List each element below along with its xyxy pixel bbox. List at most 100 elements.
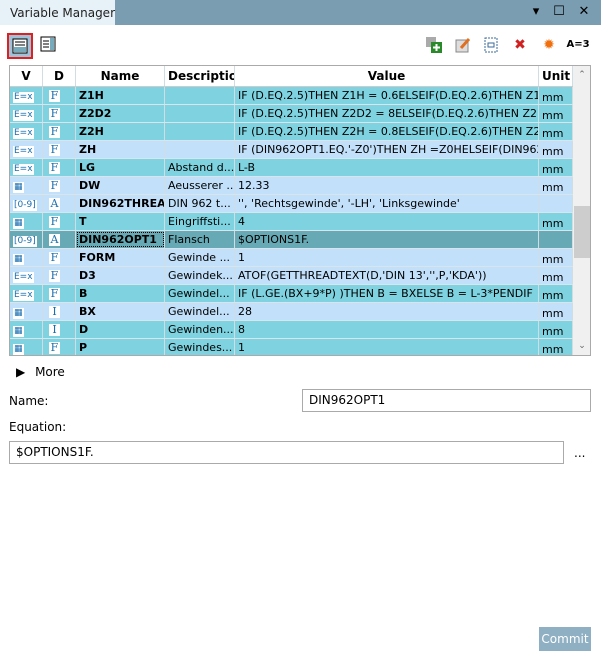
unit-cell[interactable] [539,231,573,248]
value-cell[interactable]: IF (D.EQ.2.5)THEN Z2H = 0.8ELSEIF(D.EQ.2… [235,123,539,140]
detail-view-button[interactable] [39,36,57,54]
name-cell[interactable]: LG [76,159,165,176]
name-cell[interactable]: DW [76,177,165,194]
name-cell[interactable]: T [76,213,165,230]
header-v[interactable]: V [10,66,43,86]
value-cell[interactable]: 8 [235,321,539,338]
window-tab[interactable]: Variable Manager [0,0,115,25]
name-cell[interactable]: B [76,285,165,302]
add-variable-button[interactable] [425,36,443,54]
unit-cell[interactable]: mm [539,303,573,320]
vertical-scrollbar[interactable]: ⌃ ⌄ [573,66,590,355]
table-row[interactable]: E=x F Z2H IF (D.EQ.2.5)THEN Z2H = 0.8ELSEIF… [10,123,573,141]
description-cell[interactable]: Aeusserer ... [165,177,235,194]
name-cell[interactable]: Z2H [76,123,165,140]
value-cell[interactable]: ATOF(GETTHREADTEXT(D,'DIN 13','',P,'KDA'… [235,267,539,284]
close-icon[interactable]: ✕ [578,4,590,19]
unit-cell[interactable]: mm [539,123,573,140]
header-d[interactable]: D [43,66,76,86]
equation-input[interactable]: $OPTIONS1F. [9,441,564,464]
description-cell[interactable]: DIN 962 t... [165,195,235,212]
maximize-icon[interactable]: ☐ [553,4,565,19]
reorder-button[interactable] [482,36,500,54]
scroll-up-icon[interactable]: ⌃ [578,70,586,80]
settings-button[interactable]: ✹ [540,36,558,54]
table-row[interactable]: ▦ F FORM Gewinde ... 1 mm [10,249,573,267]
browse-button[interactable]: ... [574,446,586,460]
header-unit[interactable]: Unit [539,66,573,86]
table-row[interactable]: E=x F D3 Gewindek... ATOF(GETTHREADTEXT(D,'D… [10,267,573,285]
name-cell[interactable]: BX [76,303,165,320]
description-cell[interactable]: Gewindek... [165,267,235,284]
table-row[interactable]: E=x F B Gewindel... IF (L.GE.(BX+9*P) )THEN … [10,285,573,303]
table-row[interactable]: E=x F Z2D2 IF (D.EQ.2.5)THEN Z2D2 = 8ELSEIF… [10,105,573,123]
table-row[interactable]: E=x F LG Abstand d... L-B mm [10,159,573,177]
header-value[interactable]: Value [235,66,539,86]
name-cell[interactable]: D [76,321,165,338]
unit-cell[interactable]: mm [539,87,573,104]
unit-cell[interactable]: mm [539,177,573,194]
description-cell[interactable]: Gewindel... [165,285,235,302]
table-row[interactable]: ▦ I D Gewinden... 8 mm [10,321,573,339]
name-cell[interactable]: P [76,339,165,355]
description-cell[interactable]: Gewindes... [165,339,235,355]
header-description[interactable]: Description [165,66,235,86]
commit-button[interactable]: Commit [539,627,591,651]
value-cell[interactable]: '', 'Rechtsgewinde', '-LH', 'Linksgewind… [235,195,539,212]
unit-cell[interactable]: mm [539,339,573,355]
edit-button[interactable] [454,36,472,54]
header-name[interactable]: Name [76,66,165,86]
more-toggle[interactable]: ▶ More [16,365,65,379]
table-row[interactable]: ▦ I BX Gewindel... 28 mm [10,303,573,321]
value-cell[interactable]: 12.33 [235,177,539,194]
unit-cell[interactable]: mm [539,141,573,158]
scroll-down-icon[interactable]: ⌄ [578,341,586,351]
description-cell[interactable]: Gewindel... [165,303,235,320]
value-cell[interactable]: 1 [235,339,539,355]
value-cell[interactable]: IF (D.EQ.2.5)THEN Z2D2 = 8ELSEIF(D.EQ.2.… [235,105,539,122]
unit-cell[interactable] [539,195,573,212]
unit-cell[interactable]: mm [539,267,573,284]
description-cell[interactable] [165,105,235,122]
table-row[interactable]: ▦ F DW Aeusserer ... 12.33 mm [10,177,573,195]
name-cell[interactable]: ZH [76,141,165,158]
table-row[interactable]: E=x F ZH IF (DIN962OPT1.EQ.'-Z0')THEN ZH =Z… [10,141,573,159]
description-cell[interactable]: Gewinden... [165,321,235,338]
description-cell[interactable]: Flansch [165,231,235,248]
name-cell[interactable]: Z1H [76,87,165,104]
description-cell[interactable]: Abstand d... [165,159,235,176]
table-row[interactable]: [0-9] A DIN962THREADDIN 962 t... '', 'Rech… [10,195,573,213]
value-cell[interactable]: L-B [235,159,539,176]
delete-button[interactable]: ✖ [511,36,529,54]
value-cell[interactable]: 28 [235,303,539,320]
name-input[interactable]: DIN962OPT1 [302,389,591,412]
description-cell[interactable] [165,87,235,104]
value-cell[interactable]: $OPTIONS1F. [235,231,539,248]
description-cell[interactable] [165,141,235,158]
table-row[interactable]: ▦ F T Eingriffsti... 4 mm [10,213,573,231]
name-cell[interactable]: Z2D2 [76,105,165,122]
description-cell[interactable]: Eingriffsti... [165,213,235,230]
name-cell[interactable]: FORM [76,249,165,266]
unit-cell[interactable]: mm [539,213,573,230]
unit-cell[interactable]: mm [539,249,573,266]
table-row[interactable]: [0-9] A DIN962OPT1 Flansch $OPTIONS1F. [10,231,573,249]
table-row[interactable]: E=x F Z1H IF (D.EQ.2.5)THEN Z1H = 0.6ELSEIF… [10,87,573,105]
unit-cell[interactable]: mm [539,105,573,122]
unit-cell[interactable]: mm [539,159,573,176]
value-cell[interactable]: IF (L.GE.(BX+9*P) )THEN B = BXELSE B = L… [235,285,539,302]
name-cell[interactable]: D3 [76,267,165,284]
assign-button[interactable]: A=3 [566,36,590,54]
dropdown-icon[interactable]: ▾ [532,4,540,19]
unit-cell[interactable]: mm [539,321,573,338]
description-cell[interactable] [165,123,235,140]
table-view-button[interactable] [7,33,33,59]
value-cell[interactable]: 1 [235,249,539,266]
value-cell[interactable]: IF (D.EQ.2.5)THEN Z1H = 0.6ELSEIF(D.EQ.2… [235,87,539,104]
scrollbar-thumb[interactable] [574,206,590,258]
description-cell[interactable]: Gewinde ... [165,249,235,266]
value-cell[interactable]: 4 [235,213,539,230]
unit-cell[interactable]: mm [539,285,573,302]
value-cell[interactable]: IF (DIN962OPT1.EQ.'-Z0')THEN ZH =Z0HELSE… [235,141,539,158]
